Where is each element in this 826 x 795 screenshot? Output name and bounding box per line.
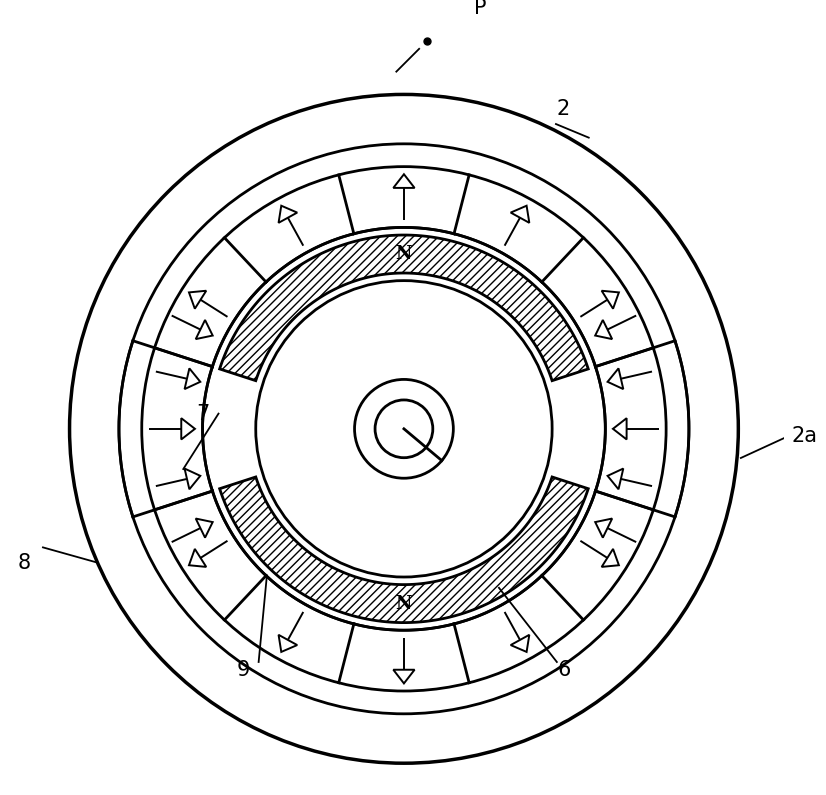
Circle shape — [142, 167, 666, 691]
Text: N: N — [396, 595, 412, 613]
Text: N: N — [396, 245, 412, 263]
Polygon shape — [220, 477, 588, 622]
Polygon shape — [220, 235, 588, 381]
Circle shape — [202, 227, 605, 630]
Text: 2a: 2a — [791, 426, 818, 447]
Circle shape — [69, 95, 738, 763]
Circle shape — [256, 281, 552, 577]
Text: 6: 6 — [558, 660, 571, 680]
Circle shape — [119, 144, 689, 714]
Text: 8: 8 — [17, 553, 31, 572]
Text: P: P — [473, 0, 487, 18]
Text: 9: 9 — [237, 660, 250, 680]
Text: 7: 7 — [197, 404, 210, 424]
Circle shape — [354, 379, 453, 479]
Text: 2: 2 — [557, 99, 570, 118]
